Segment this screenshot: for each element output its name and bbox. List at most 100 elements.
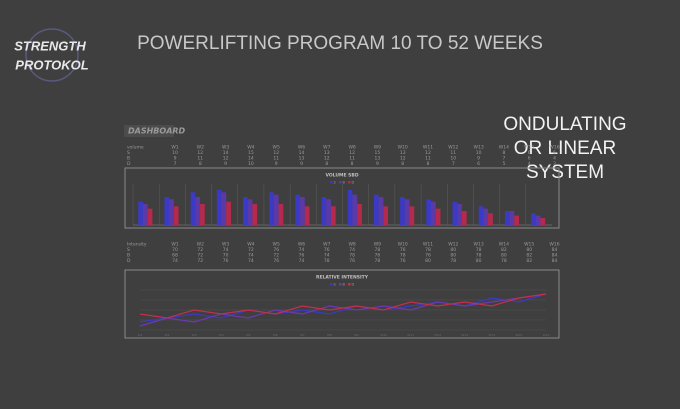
x-tick-label: W5 <box>246 333 251 337</box>
cell: 12 <box>349 150 355 156</box>
cell: 74 <box>248 253 254 259</box>
cell: 74 <box>223 247 229 253</box>
x-tick-label: W14 <box>488 333 495 337</box>
bar <box>357 204 362 225</box>
bar <box>173 206 179 225</box>
cell: 80 <box>526 247 532 253</box>
column-header: W14 <box>499 145 509 151</box>
bar <box>504 211 510 225</box>
cell: 82 <box>501 247 507 253</box>
row-label: S <box>127 247 130 253</box>
column-header: W7 <box>323 242 330 248</box>
cell: 11 <box>273 156 279 162</box>
cell: 82 <box>526 253 532 259</box>
page-title: POWERLIFTING PROGRAM 10 TO 52 WEEKS <box>137 33 543 54</box>
cell: 80 <box>476 258 482 264</box>
cell: 14 <box>223 150 229 156</box>
column-header: W10 <box>398 145 408 151</box>
bar <box>142 204 148 225</box>
cell: 11 <box>197 156 203 162</box>
column-header: W12 <box>448 145 458 151</box>
cell: 78 <box>501 258 507 264</box>
legend-label: B <box>343 181 346 185</box>
bar <box>326 199 331 225</box>
cell: 74 <box>299 247 305 253</box>
chart-frame <box>124 167 560 229</box>
legend-label: B <box>343 283 346 287</box>
bar <box>295 194 301 225</box>
cell: 76 <box>400 247 406 253</box>
cell: 4 <box>553 156 556 162</box>
cell: 10 <box>476 150 482 156</box>
cell: 72 <box>197 258 203 264</box>
column-header: W10 <box>398 242 408 248</box>
cell: 12 <box>400 156 406 162</box>
bar <box>216 190 222 225</box>
bar <box>330 206 336 225</box>
cell: 76 <box>273 258 279 264</box>
bar <box>269 192 274 225</box>
cell: 12 <box>273 150 279 156</box>
dashboard-tab <box>124 125 174 137</box>
cell: 78 <box>324 258 330 264</box>
chart-title: RELATIVE INTENSITY <box>316 275 369 281</box>
cell: 78 <box>425 247 431 253</box>
cell: 70 <box>223 253 229 259</box>
bar <box>252 204 258 225</box>
cell: 14 <box>299 150 305 156</box>
side-text: SYSTEM <box>526 162 604 183</box>
bar <box>409 206 415 225</box>
cell: 80 <box>425 258 431 264</box>
cell: 74 <box>248 258 254 264</box>
bar <box>242 197 248 225</box>
chart-frame <box>124 269 560 339</box>
bar <box>426 199 432 225</box>
cell: 8 <box>502 150 505 156</box>
row-label: B <box>127 156 130 162</box>
cell: 68 <box>172 253 178 259</box>
bar <box>226 201 231 225</box>
cell: 80 <box>450 247 456 253</box>
cell: 15 <box>248 150 254 156</box>
bar <box>221 192 227 225</box>
cell: 9 <box>376 161 379 167</box>
bar <box>200 204 205 225</box>
bar <box>347 190 353 225</box>
cell: 72 <box>273 253 279 259</box>
cell: 6 <box>477 161 480 167</box>
cell: 74 <box>299 258 305 264</box>
column-header: W16 <box>549 242 559 248</box>
cell: 80 <box>501 253 507 259</box>
cell: 72 <box>248 247 254 253</box>
cell: 6 <box>528 156 531 162</box>
logo-line: PROTOKOL <box>15 57 88 72</box>
column-header: W7 <box>323 145 330 151</box>
column-header: W1 <box>171 242 178 248</box>
x-tick-label: W16 <box>543 333 550 337</box>
x-tick-label: W6 <box>273 333 278 337</box>
column-header: W13 <box>474 145 484 151</box>
bar <box>278 204 284 225</box>
column-header: W14 <box>499 242 509 248</box>
column-header: W15 <box>524 242 534 248</box>
cell: 8 <box>199 161 202 167</box>
column-header: W9 <box>374 242 381 248</box>
legend-swatch <box>348 283 351 286</box>
row-label: S <box>127 150 130 156</box>
cell: 80 <box>450 253 456 259</box>
bar <box>431 201 436 225</box>
column-header: W8 <box>348 145 355 151</box>
column-header: W16 <box>549 145 559 151</box>
legend-swatch <box>339 283 342 286</box>
logo-line: STRENGTH <box>14 38 86 53</box>
bar <box>138 201 143 225</box>
bar <box>400 197 405 225</box>
side-text: OR LINEAR <box>514 138 616 159</box>
bar <box>457 204 462 225</box>
dashboard-label: DASHBOARD <box>128 127 186 136</box>
x-tick-label: W8 <box>327 333 332 337</box>
cell: 11 <box>450 150 456 156</box>
cell: 12 <box>223 156 229 162</box>
bar <box>483 208 489 225</box>
